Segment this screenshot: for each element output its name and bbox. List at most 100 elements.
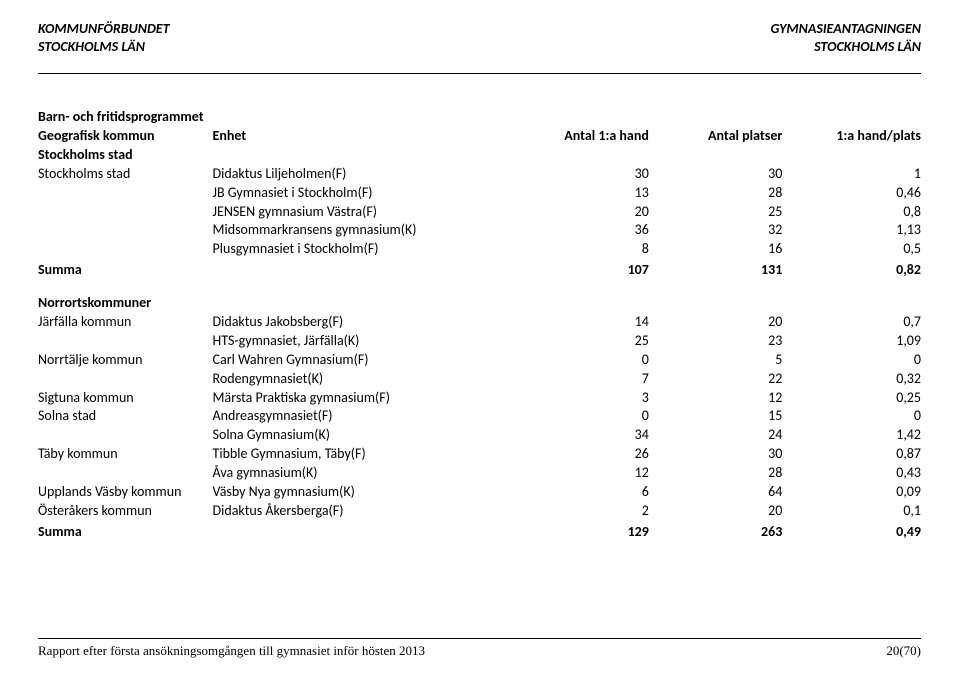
cell-kommun [38,332,213,351]
cell-n3: 0,09 [782,483,921,502]
col-header-n1: Antal 1:a hand [515,127,648,146]
summa-n1: 107 [515,259,648,282]
cell-kommun [38,221,213,240]
cell-n3: 0 [782,351,921,370]
table-row: Stockholms stadDidaktus Liljeholmen(F)30… [38,165,921,184]
group-heading-row: Stockholms stad [38,146,921,165]
cell-kommun: Stockholms stad [38,165,213,184]
table-row: Rodengymnasiet(K)7220,32 [38,370,921,389]
cell-kommun [38,370,213,389]
cell-kommun [38,240,213,259]
table-row: JB Gymnasiet i Stockholm(F)13280,46 [38,184,921,203]
cell-n3: 0,43 [782,464,921,483]
cell-enhet: Väsby Nya gymnasium(K) [213,483,516,502]
summa-n3: 0,49 [782,521,921,544]
cell-n3: 0,87 [782,445,921,464]
cell-n1: 36 [515,221,648,240]
group-heading: Norrortskommuner [38,282,921,313]
summa-n3: 0,82 [782,259,921,282]
cell-n1: 0 [515,407,648,426]
cell-n3: 0,7 [782,313,921,332]
cell-n1: 7 [515,370,648,389]
cell-enhet: JB Gymnasiet i Stockholm(F) [213,184,516,203]
table-row: Järfälla kommunDidaktus Jakobsberg(F)142… [38,313,921,332]
cell-n1: 30 [515,165,648,184]
cell-n3: 0,25 [782,389,921,408]
cell-n2: 28 [649,464,782,483]
summa-row: Summa1292630,49 [38,521,921,544]
cell-kommun: Järfälla kommun [38,313,213,332]
group-heading: Stockholms stad [38,146,921,165]
section-title: Barn- och fritidsprogrammet [38,108,921,125]
cell-enhet: Åva gymnasium(K) [213,464,516,483]
table-row: Åva gymnasium(K)12280,43 [38,464,921,483]
col-header-n3: 1:a hand/plats [782,127,921,146]
col-header-enhet: Enhet [213,127,516,146]
table-row: HTS-gymnasiet, Järfälla(K)25231,09 [38,332,921,351]
cell-n2: 28 [649,184,782,203]
cell-n1: 8 [515,240,648,259]
cell-enhet: Didaktus Åkersberga(F) [213,502,516,521]
cell-n2: 12 [649,389,782,408]
col-header-n2: Antal platser [649,127,782,146]
cell-enhet: Solna Gymnasium(K) [213,426,516,445]
table-row: Upplands Väsby kommunVäsby Nya gymnasium… [38,483,921,502]
cell-n3: 1 [782,165,921,184]
cell-n3: 1,42 [782,426,921,445]
cell-enhet: Plusgymnasiet i Stockholm(F) [213,240,516,259]
cell-n3: 0,1 [782,502,921,521]
cell-enhet: Rodengymnasiet(K) [213,370,516,389]
header-right-line1: GYMNASIEANTAGNINGEN [770,20,921,38]
data-table: Geografisk kommun Enhet Antal 1:a hand A… [38,127,921,544]
cell-n2: 20 [649,313,782,332]
cell-n1: 3 [515,389,648,408]
cell-n3: 1,09 [782,332,921,351]
cell-n1: 25 [515,332,648,351]
cell-kommun: Täby kommun [38,445,213,464]
cell-kommun: Upplands Väsby kommun [38,483,213,502]
cell-n1: 26 [515,445,648,464]
cell-n2: 64 [649,483,782,502]
table-row: Sigtuna kommunMärsta Praktiska gymnasium… [38,389,921,408]
cell-n3: 0,8 [782,203,921,222]
cell-n2: 24 [649,426,782,445]
cell-n1: 20 [515,203,648,222]
summa-n2: 131 [649,259,782,282]
cell-n3: 0,5 [782,240,921,259]
cell-n2: 23 [649,332,782,351]
table-row: Plusgymnasiet i Stockholm(F)8160,5 [38,240,921,259]
cell-n2: 30 [649,445,782,464]
cell-enhet: JENSEN gymnasium Västra(F) [213,203,516,222]
cell-n2: 20 [649,502,782,521]
cell-n2: 15 [649,407,782,426]
footer-text: Rapport efter första ansökningsomgången … [38,643,425,659]
cell-enhet: Tibble Gymnasium, Täby(F) [213,445,516,464]
cell-n1: 0 [515,351,648,370]
table-row: Täby kommunTibble Gymnasium, Täby(F)2630… [38,445,921,464]
table-row: Norrtälje kommunCarl Wahren Gymnasium(F)… [38,351,921,370]
cell-kommun [38,184,213,203]
footer-page: 20(70) [886,643,921,659]
cell-enhet: HTS-gymnasiet, Järfälla(K) [213,332,516,351]
cell-enhet: Carl Wahren Gymnasium(F) [213,351,516,370]
cell-n3: 0,46 [782,184,921,203]
cell-n2: 25 [649,203,782,222]
cell-n1: 13 [515,184,648,203]
summa-n2: 263 [649,521,782,544]
summa-row: Summa1071310,82 [38,259,921,282]
table-row: Solna stadAndreasgymnasiet(F)0150 [38,407,921,426]
page-footer: Rapport efter första ansökningsomgången … [38,638,921,659]
cell-n3: 0 [782,407,921,426]
cell-n1: 12 [515,464,648,483]
cell-kommun [38,464,213,483]
cell-enhet: Märsta Praktiska gymnasium(F) [213,389,516,408]
table-row: JENSEN gymnasium Västra(F)20250,8 [38,203,921,222]
summa-empty [213,259,516,282]
cell-n1: 2 [515,502,648,521]
table-row: Solna Gymnasium(K)34241,42 [38,426,921,445]
cell-kommun: Sigtuna kommun [38,389,213,408]
table-header-row: Geografisk kommun Enhet Antal 1:a hand A… [38,127,921,146]
summa-empty [213,521,516,544]
cell-n2: 32 [649,221,782,240]
cell-kommun: Österåkers kommun [38,502,213,521]
